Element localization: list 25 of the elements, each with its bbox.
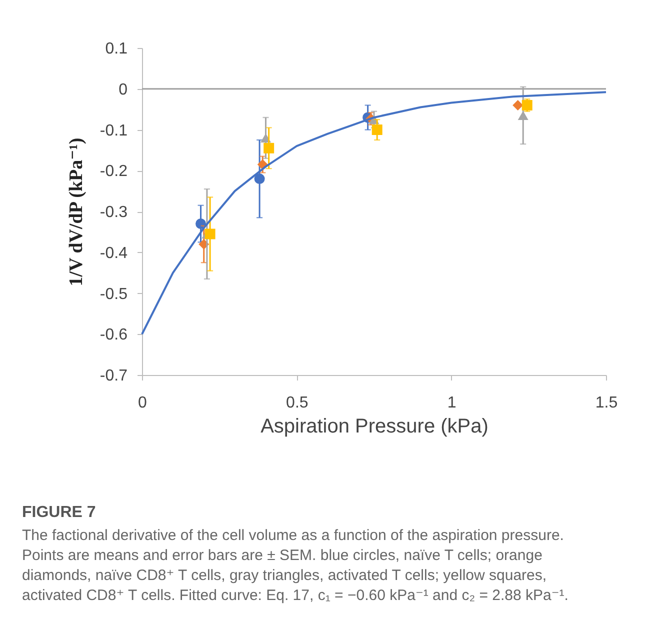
point (372, 124, 382, 135)
x-tick-label: 0.5 (286, 394, 308, 412)
y-tick-label: -0.5 (100, 286, 128, 303)
line-series (141, 91, 607, 336)
point (518, 110, 528, 120)
y-tick-label: -0.7 (100, 368, 128, 384)
y-axis-title: 1/V dV/dP (kPa⁻¹) (66, 138, 87, 286)
point (204, 228, 216, 240)
point (522, 100, 532, 110)
y-tick-label: -0.1 (100, 122, 128, 140)
y-tick-label: -0.3 (100, 204, 128, 221)
y-tick-label: 0.1 (105, 40, 128, 58)
point (512, 100, 524, 110)
text: The factional derivative of the cell volume as a function of the aspiration pressure. Points are means and error bars are ± SEM. blue circles, naïve T cells; orange diamonds, naïve CD8⁺ T cells, gray triangles, activated T cells; yellow squares, activated CD8⁺ T cells. Fitted curve: Eq. 17, c₁ = −0.60 kPa⁻¹ and c₂ = 2.88 kPa⁻¹. (22, 527, 568, 604)
x-axis-title: Aspiration Pressure (kPa) (260, 416, 488, 438)
x-tick-label: 1.5 (595, 394, 618, 412)
x-tick-label: 1 (447, 394, 456, 412)
point (254, 174, 265, 184)
y-tick-label: 0 (118, 81, 128, 98)
y-tick-label: -0.6 (100, 326, 128, 344)
point (264, 142, 274, 154)
x-tick-label: 0 (138, 394, 148, 412)
y-tick-label: -0.4 (100, 244, 128, 262)
y-tick-label: -0.2 (100, 163, 128, 180)
text: FIGURE 7 (22, 504, 96, 521)
